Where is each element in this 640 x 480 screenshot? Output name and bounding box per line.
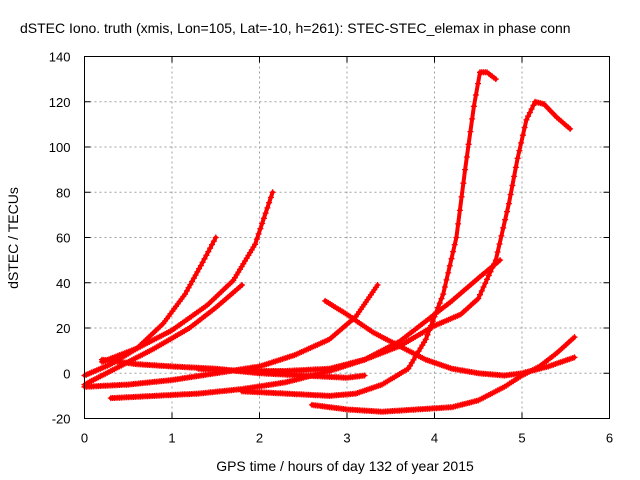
x-tick-labels: 0 1 2 3 4 5 6	[81, 431, 613, 446]
y-tick-labels: -20 0 20 40 60 80 100 120 140	[49, 50, 71, 427]
series-markers	[322, 297, 578, 379]
plot-frame	[84, 56, 610, 419]
y-tick-label: 80	[56, 185, 70, 200]
series-arc3	[99, 189, 276, 365]
y-tick-label: 20	[56, 321, 70, 336]
series-line	[310, 335, 577, 414]
x-tick-label: 1	[168, 431, 175, 446]
x-tick-label: 3	[343, 431, 350, 446]
chart-title: dSTEC Iono. truth (xmis, Lon=105, Lat=-1…	[20, 20, 571, 36]
y-tick-label: 100	[49, 140, 71, 155]
y-tick-label: -20	[52, 412, 71, 427]
y-tick-label: 140	[49, 50, 71, 65]
series-line	[82, 235, 218, 378]
x-tick-label: 4	[431, 431, 438, 446]
series-arc10	[309, 334, 578, 415]
series-arc2	[81, 282, 245, 388]
y-tick-label: 40	[56, 276, 70, 291]
y-tick-label: 120	[49, 95, 71, 110]
series-line	[100, 190, 275, 364]
series-layer	[81, 69, 578, 415]
series-markers	[195, 98, 574, 374]
series-markers	[239, 69, 499, 399]
y-tick-label: 0	[63, 366, 70, 381]
series-line	[323, 298, 577, 378]
series-line	[196, 99, 573, 373]
x-axis-label: GPS time / hours of day 132 of year 2015	[216, 458, 474, 474]
x-tick-label: 5	[518, 431, 525, 446]
y-axis-label: dSTEC / TECUs	[5, 187, 21, 289]
y-tick-label: 60	[56, 231, 70, 246]
series-line	[240, 70, 498, 398]
x-tick-label: 2	[256, 431, 263, 446]
x-tick-label: 6	[606, 431, 613, 446]
series-arc8	[195, 98, 574, 374]
x-tick-label: 0	[81, 431, 88, 446]
series-markers	[309, 334, 578, 415]
series-arc7	[239, 69, 499, 399]
series-markers	[99, 189, 276, 365]
